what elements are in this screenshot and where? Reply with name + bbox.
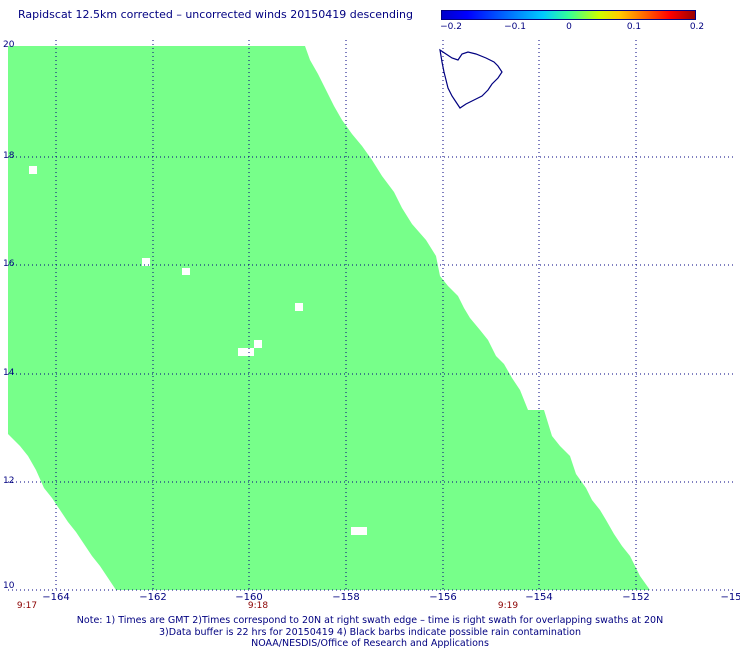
lat-label: 14 bbox=[3, 368, 15, 378]
lon-label: −158 bbox=[332, 592, 360, 603]
colorbar bbox=[441, 10, 696, 20]
lon-label: −162 bbox=[139, 592, 167, 603]
footnote-line-1: Note: 1) Times are GMT 2)Times correspon… bbox=[76, 615, 664, 626]
lon-label: −160 bbox=[235, 592, 263, 603]
lat-label: 18 bbox=[3, 151, 15, 161]
colorbar-tick-label: −0.1 bbox=[504, 22, 526, 32]
lon-label: −156 bbox=[429, 592, 457, 603]
colorbar-tick-label: 0.1 bbox=[626, 22, 642, 32]
lat-label: 20 bbox=[3, 40, 15, 50]
lat-label: 12 bbox=[3, 476, 15, 486]
lon-label: −154 bbox=[525, 592, 553, 603]
lon-label: −164 bbox=[42, 592, 70, 603]
colorbar-tick-label: 0.2 bbox=[689, 22, 705, 32]
time-label: 9:18 bbox=[247, 601, 269, 611]
lat-label: 16 bbox=[3, 259, 15, 269]
missing-data-cell bbox=[182, 268, 190, 275]
figure-title: Rapidscat 12.5km corrected – uncorrected… bbox=[18, 8, 414, 21]
missing-data-cell bbox=[254, 340, 262, 348]
wind-swath bbox=[8, 46, 650, 590]
lat-label: 10 bbox=[3, 581, 15, 591]
big-island-coastline bbox=[439, 48, 503, 109]
missing-data-cell bbox=[351, 527, 367, 535]
time-label: 9:19 bbox=[497, 601, 519, 611]
footnote-line-2: 3)Data buffer is 22 hrs for 20150419 4) … bbox=[159, 627, 581, 638]
missing-data-cell bbox=[238, 348, 254, 356]
missing-data-cell bbox=[295, 303, 303, 311]
footnote-line-3: NOAA/NESDIS/Office of Research and Appli… bbox=[251, 638, 489, 649]
colorbar-tick-label: −0.2 bbox=[440, 22, 462, 32]
missing-data-cell bbox=[142, 258, 150, 266]
time-label: 9:17 bbox=[16, 601, 38, 611]
lon-label: −15 bbox=[720, 592, 740, 603]
colorbar-tick-label: 0 bbox=[566, 22, 572, 32]
missing-data-cell bbox=[29, 166, 37, 174]
lon-label: −152 bbox=[622, 592, 650, 603]
